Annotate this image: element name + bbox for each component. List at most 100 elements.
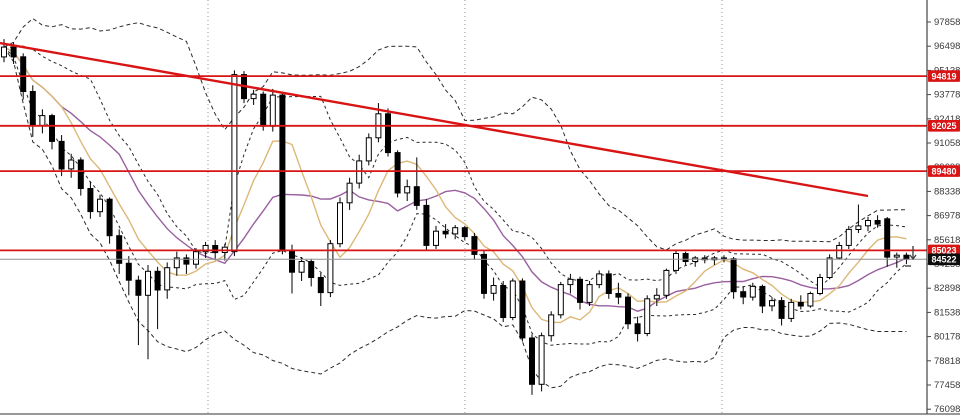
candle [452, 225, 459, 240]
candle-body-down [394, 152, 401, 194]
candle [548, 311, 555, 342]
candle-body-up [596, 273, 603, 286]
candle [298, 257, 305, 281]
candle-body-up [1, 46, 7, 58]
candle [759, 284, 766, 314]
candle-body-up [452, 227, 459, 235]
candle [317, 273, 324, 306]
candle-body-down [308, 261, 315, 278]
candle [433, 225, 439, 249]
candle [797, 295, 804, 310]
level-price-badge: 85023 [928, 244, 960, 257]
candle [519, 278, 526, 342]
candle [778, 297, 785, 326]
candle [413, 157, 420, 210]
candle-body-up [404, 186, 411, 194]
candle [749, 282, 756, 301]
band_inner-lower-line [3, 46, 907, 346]
candle-body-up [145, 270, 151, 296]
candle-body-up [509, 280, 516, 318]
candle-body-up [68, 159, 75, 170]
y-axis-label: 93778 [934, 90, 960, 101]
candle-body-up [173, 257, 180, 269]
candle-body-up [845, 228, 852, 246]
candle [538, 332, 545, 392]
candle [135, 275, 142, 346]
y-axis-label: 92418 [934, 114, 960, 125]
candle-body-down [49, 115, 55, 142]
candle-body-up [644, 298, 651, 334]
candle [615, 282, 622, 305]
candle-body-up [346, 182, 353, 204]
y-axis-label: 78818 [934, 356, 960, 367]
candle [586, 281, 593, 306]
candle [567, 273, 574, 294]
svg-text:94819: 94819 [931, 71, 956, 81]
current-price-badge: 84522 [928, 253, 960, 266]
candle-body-up [836, 245, 843, 259]
candle [308, 258, 315, 287]
candle [279, 91, 286, 255]
candle [557, 281, 564, 319]
candle-body-down [481, 253, 487, 294]
candle-body-down [682, 253, 689, 262]
candle [893, 252, 900, 268]
candle-body-down [154, 270, 161, 291]
band_inner-upper-line [4, 45, 907, 288]
down-arrow-marker[interactable] [905, 246, 917, 267]
candles-layer [1, 39, 910, 395]
candle-body-down [279, 94, 286, 252]
candle-body-down [10, 46, 17, 58]
candle-body-up [97, 198, 103, 213]
candle-body-down [797, 301, 804, 307]
y-axis-label: 77458 [934, 380, 960, 391]
candle [653, 288, 660, 306]
candle [807, 291, 814, 308]
candle-body-down [212, 245, 219, 254]
candle [125, 256, 132, 296]
candle-body-up [365, 137, 372, 162]
candle [634, 316, 641, 342]
descending-trendline[interactable] [0, 41, 869, 198]
candle-body-up [193, 251, 199, 265]
candle-body-down [740, 291, 747, 298]
ma-slow-line [3, 46, 907, 312]
candle-body-up [298, 261, 305, 273]
candle-body-up [855, 225, 862, 230]
candle [817, 273, 823, 296]
candle [845, 225, 852, 249]
y-axis-label: 96498 [934, 41, 960, 52]
candle-body-up [557, 284, 564, 316]
svg-text:85023: 85023 [931, 246, 956, 256]
y-axis-label: 81538 [934, 307, 960, 318]
candle [116, 229, 123, 274]
candle-body-up [653, 294, 660, 300]
y-axis-label: 91058 [934, 138, 960, 149]
svg-text:84522: 84522 [931, 255, 956, 265]
candle [365, 133, 372, 166]
candle-body-down [317, 277, 324, 294]
candle [250, 89, 257, 105]
candle-body-up [231, 74, 238, 253]
candle-body-up [327, 243, 334, 294]
candle [509, 278, 516, 321]
candle-body-up [164, 267, 171, 291]
candle-body-up [538, 335, 545, 385]
candle [788, 298, 795, 322]
candle [346, 177, 353, 210]
candle-body-down [903, 254, 910, 260]
candle-body-up [817, 277, 823, 294]
candle [471, 233, 478, 260]
candle [289, 244, 295, 294]
candle [529, 334, 535, 395]
candle [740, 286, 747, 305]
level-price-badge: 92025 [928, 120, 960, 132]
candle [29, 85, 36, 137]
candle-body-up [807, 293, 814, 307]
level-price-badge: 94819 [928, 70, 960, 82]
candle [625, 293, 631, 330]
candle [673, 250, 679, 274]
candle-body-down [519, 280, 526, 339]
